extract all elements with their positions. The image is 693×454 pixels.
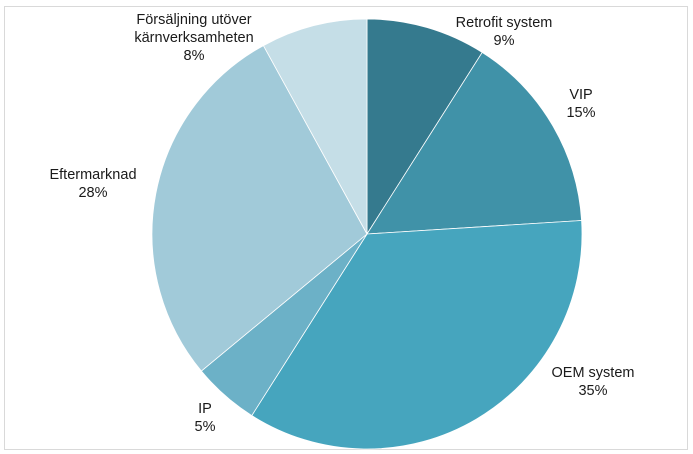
pie-slice-vip [366,51,583,235]
pie-labels: Retrofit system 9% VIP 15% OEM system 35% IP 5%… [49,12,634,435]
pie-slices [151,18,583,450]
pie-slice-oem-system [251,220,583,450]
data-label-4: Eftermarknad 28% [49,167,136,201]
data-label-1: VIP 15% [566,87,595,121]
data-label-5: Försäljning utöver kärnverksamheten 8% [134,12,253,64]
pie-slice-eftermarknad [151,45,368,372]
data-label-0: Retrofit system 9% [456,15,553,49]
pie-chart: Retrofit system 9% VIP 15% OEM system 35% IP 5%… [49,12,634,450]
data-label-3: IP 5% [195,401,216,435]
pie-slice-retrofit-system [366,18,483,236]
data-label-2: OEM system 35% [552,365,635,399]
pie-slice-försäljning-utöver-kärnverksamheten [262,18,368,235]
chart-area: Retrofit system 9% VIP 15% OEM system 35% IP 5%… [4,6,688,450]
